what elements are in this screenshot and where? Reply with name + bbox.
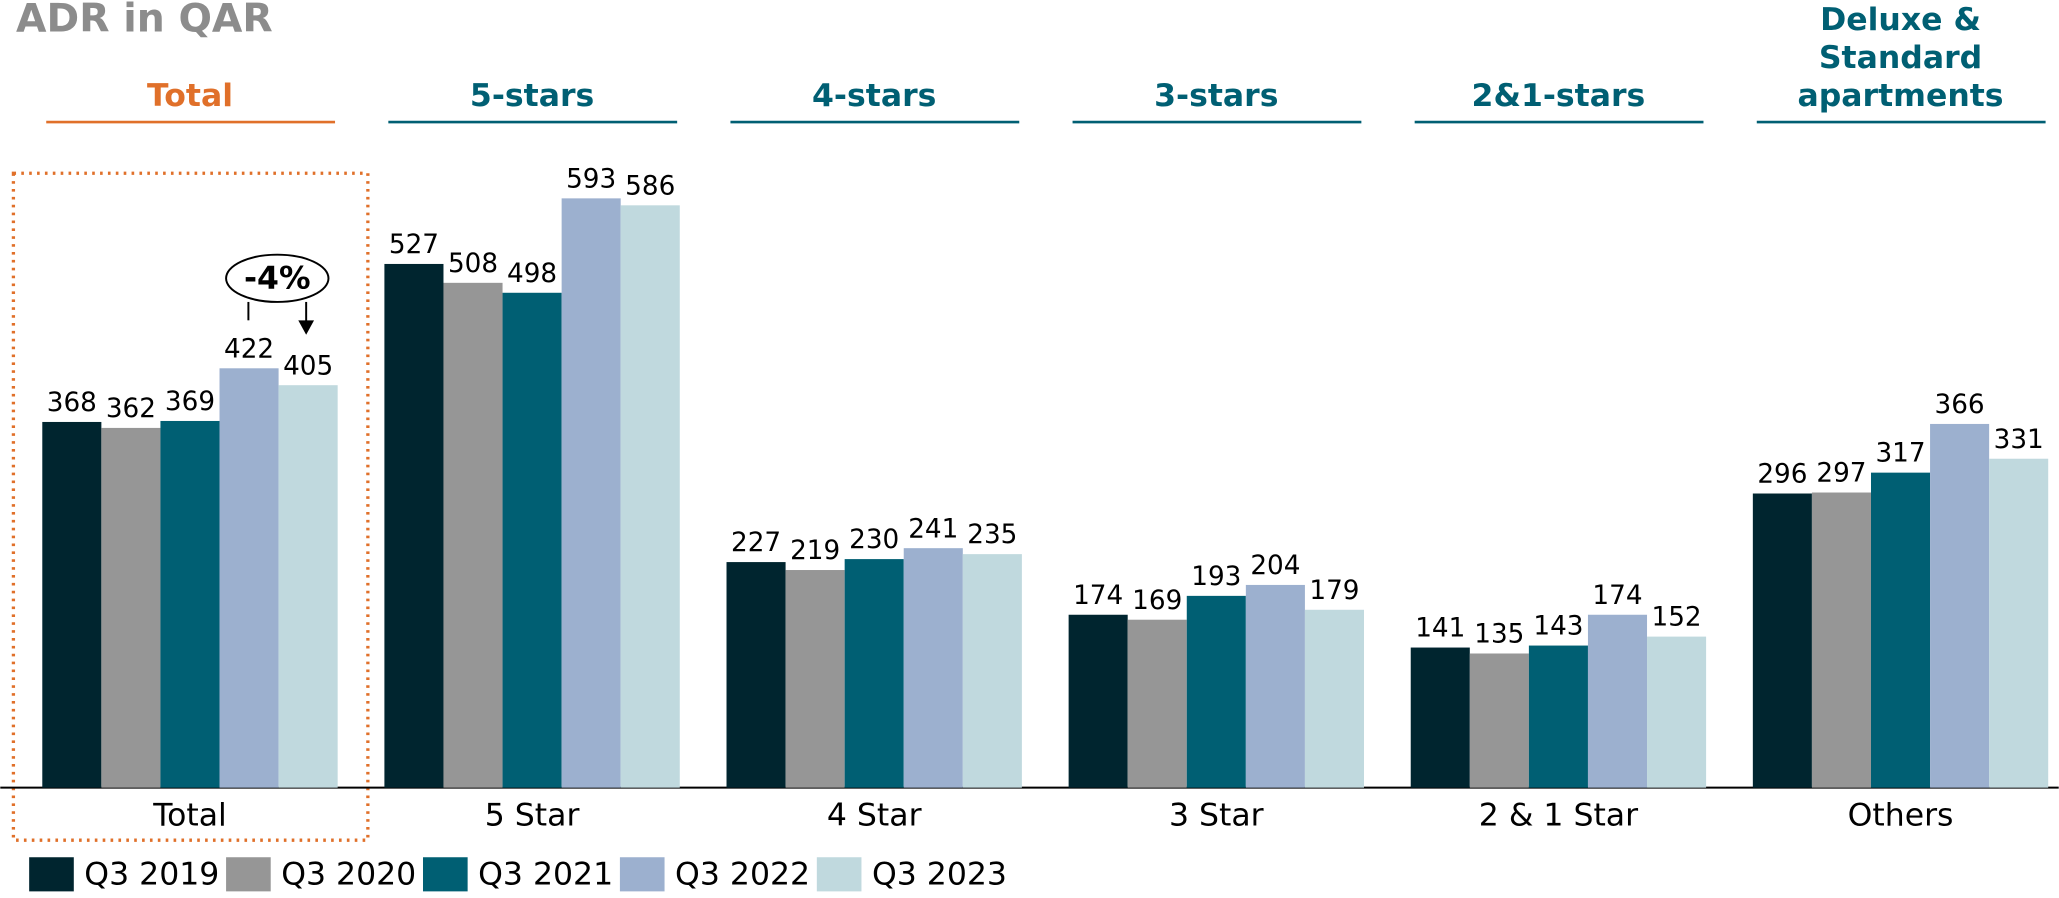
bar xyxy=(1528,645,1588,788)
group-header: 2&1-stars xyxy=(1472,78,1646,114)
annotation-arrowhead xyxy=(298,320,315,335)
group-header: Deluxe & xyxy=(1820,2,1981,38)
bar xyxy=(160,420,220,788)
value-label: 593 xyxy=(566,164,616,194)
legend-swatch xyxy=(422,857,468,892)
x-tick-label: Total xyxy=(152,798,227,834)
value-label: 297 xyxy=(1816,459,1866,489)
bar xyxy=(1989,458,2049,788)
value-label: 508 xyxy=(448,249,498,279)
bar xyxy=(101,427,161,788)
value-label: 227 xyxy=(731,528,781,558)
annotation-bubble xyxy=(225,253,330,303)
value-label: 152 xyxy=(1652,603,1702,633)
legend-label: Q3 2022 xyxy=(675,857,810,893)
legend-label: Q3 2021 xyxy=(478,857,613,893)
value-label: 368 xyxy=(47,388,97,418)
value-label: 405 xyxy=(283,351,333,381)
legend-label: Q3 2020 xyxy=(281,857,416,893)
group-header: 3-stars xyxy=(1154,78,1278,114)
group-header: apartments xyxy=(1797,78,2003,114)
x-tick-label: 5 Star xyxy=(485,798,580,834)
value-label: 230 xyxy=(849,525,899,555)
bar xyxy=(1127,619,1187,788)
value-label: 366 xyxy=(1935,390,1985,420)
x-tick-label: 4 Star xyxy=(827,798,922,834)
x-tick-label: 3 Star xyxy=(1169,798,1264,834)
bar xyxy=(1469,653,1529,788)
value-label: 527 xyxy=(389,230,439,260)
group-header: Standard xyxy=(1819,40,1982,76)
value-label: 169 xyxy=(1132,586,1182,616)
value-label: 235 xyxy=(967,520,1017,550)
bar xyxy=(443,282,503,788)
value-label: 135 xyxy=(1474,620,1524,650)
bar xyxy=(726,562,786,788)
bar xyxy=(1752,493,1812,788)
bar xyxy=(1410,647,1470,788)
bar xyxy=(278,385,338,788)
legend-swatch xyxy=(816,857,862,892)
value-label: 219 xyxy=(790,536,840,566)
annotation-text: -4% xyxy=(244,261,311,297)
value-label: 143 xyxy=(1533,612,1583,642)
bar xyxy=(1587,614,1648,788)
legend-label: Q3 2023 xyxy=(872,857,1007,893)
chart-title: ADR in QAR xyxy=(16,0,273,42)
legend-label: Q3 2019 xyxy=(84,857,219,893)
value-label: 204 xyxy=(1250,551,1300,581)
bar xyxy=(1068,614,1128,788)
group-header: 5-stars xyxy=(470,78,594,114)
bar xyxy=(1811,492,1871,788)
bar xyxy=(1186,595,1246,788)
bar xyxy=(1304,609,1364,788)
value-label: 317 xyxy=(1875,439,1925,469)
bar xyxy=(561,198,621,788)
bar xyxy=(1245,584,1305,788)
value-label: 296 xyxy=(1757,460,1807,490)
value-label: 241 xyxy=(908,514,958,544)
value-label: 369 xyxy=(165,387,215,417)
value-label: 498 xyxy=(507,259,557,289)
legend-swatch xyxy=(619,857,665,892)
bar xyxy=(620,205,680,788)
group-header: 4-stars xyxy=(812,78,936,114)
legend-swatch xyxy=(29,857,74,892)
bar xyxy=(1870,472,1931,788)
value-label: 179 xyxy=(1309,576,1359,606)
bar xyxy=(42,421,102,788)
value-label: 422 xyxy=(224,334,274,364)
legend-swatch xyxy=(226,857,271,892)
value-label: 586 xyxy=(625,171,675,201)
bar xyxy=(785,570,845,788)
value-label: 141 xyxy=(1415,614,1465,644)
bar xyxy=(962,554,1022,788)
value-label: 362 xyxy=(106,394,156,424)
highlight-box xyxy=(11,171,370,842)
bar xyxy=(219,368,279,788)
bar xyxy=(384,263,444,788)
value-label: 331 xyxy=(1994,425,2044,455)
bar xyxy=(1647,636,1707,788)
bar xyxy=(844,559,904,788)
value-label: 174 xyxy=(1592,581,1642,611)
value-label: 193 xyxy=(1191,562,1241,592)
value-label: 174 xyxy=(1073,581,1123,611)
x-tick-label: 2 & 1 Star xyxy=(1479,798,1638,834)
group-header: Total xyxy=(147,78,233,114)
bar xyxy=(903,548,963,788)
bar xyxy=(1930,423,1990,788)
bar xyxy=(502,292,562,788)
x-tick-label: Others xyxy=(1848,798,1954,834)
annotation: -4% xyxy=(225,253,330,335)
